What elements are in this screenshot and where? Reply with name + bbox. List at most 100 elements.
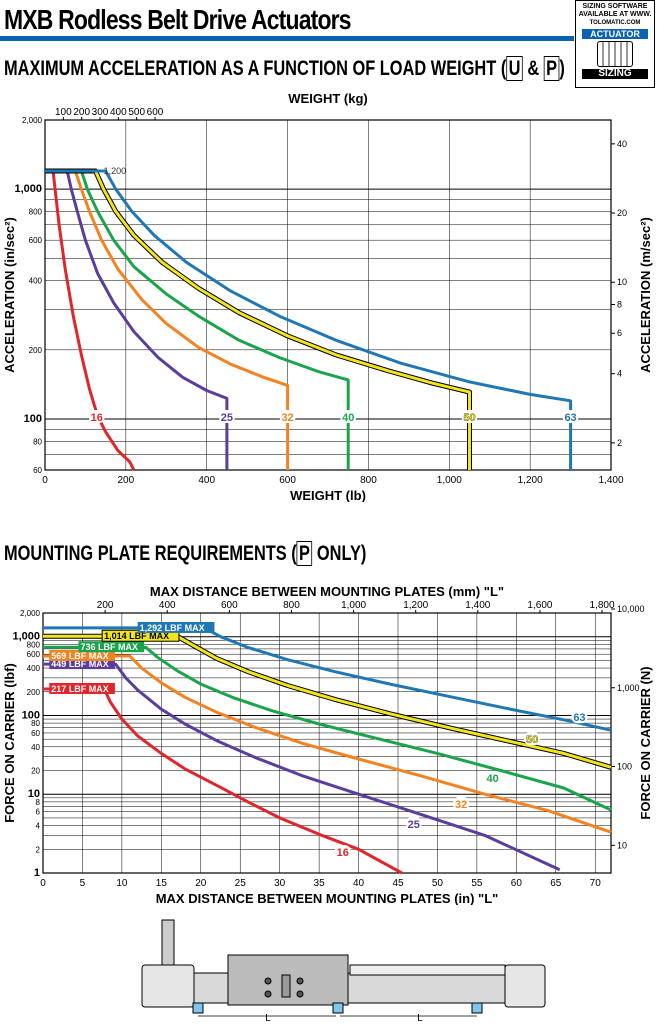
y-tick-label: 20 — [31, 767, 40, 776]
y-tick-label: 2,000 — [20, 609, 41, 618]
series-label-50: 50 — [524, 732, 541, 746]
series-name-label: 25 — [408, 819, 420, 831]
y-tick-label: 80 — [33, 437, 42, 446]
y-tick-label: 8 — [36, 798, 41, 807]
x2-tick-label: 600 — [221, 600, 238, 611]
x-axis-label: MAX DISTANCE BETWEEN MOUNTING PLATES (in… — [156, 891, 499, 905]
section1-title-text: MAXIMUM ACCELERATION AS A FUNCTION OF LO… — [4, 57, 507, 80]
title-bar — [0, 36, 574, 41]
p-model-icon: P — [543, 56, 560, 81]
sizing-line-1: SIZING SOFTWARE — [582, 3, 648, 10]
y-tick-label: 100 — [24, 413, 42, 425]
y-tick-label: 400 — [27, 664, 41, 673]
x2-tick-label: 1,200 — [403, 600, 428, 611]
series-line-40 — [43, 645, 612, 812]
y-tick-label: 60 — [31, 729, 40, 738]
y-tick-label: 800 — [29, 207, 43, 216]
series-line-63 — [43, 626, 612, 732]
y2-tick-label: 20 — [617, 208, 627, 218]
series-line-63 — [45, 169, 573, 470]
p-model-icon: P — [296, 541, 313, 566]
mounting-plate — [192, 1002, 204, 1014]
series-label-50: 50 — [461, 410, 478, 424]
y-tick-label: 2 — [36, 845, 41, 854]
series-label-bg — [405, 816, 422, 830]
series-name-label: 16 — [337, 847, 349, 859]
x2-tick-label: 400 — [159, 600, 176, 611]
sizing-software-badge[interactable]: SIZING SOFTWARE AVAILABLE AT WWW. TOLOMA… — [575, 0, 655, 88]
x-tick-label: 15 — [156, 878, 168, 889]
x2-tick-label: 1,800 — [590, 600, 615, 611]
series-label-25: 25 — [405, 816, 422, 831]
acceleration-section-title: MAXIMUM ACCELERATION AS A FUNCTION OF LO… — [4, 56, 565, 81]
series-label-40: 40 — [340, 410, 357, 424]
x-tick-label: 30 — [274, 878, 286, 889]
section1-amp: & — [522, 57, 544, 80]
y2-tick-label: 2 — [617, 438, 622, 448]
y2-axis-label: ACCELERATION (m/sec²) — [638, 217, 653, 373]
series-name-label: 32 — [281, 412, 293, 424]
y2-tick-label: 10 — [617, 277, 627, 287]
max-label-bg — [49, 649, 115, 661]
x-tick-label: 600 — [279, 475, 296, 486]
x2-tick-label: 800 — [283, 600, 300, 611]
y-tick-label: 80 — [31, 719, 40, 728]
series-label-32: 32 — [453, 797, 470, 811]
max-label-bg — [49, 682, 115, 694]
x2-tick-label: 100 — [55, 107, 72, 118]
max-force-label: 1,292 LBF MAX — [140, 623, 205, 633]
y-tick-label: 2,000 — [22, 116, 43, 125]
series-line-50 — [43, 634, 612, 769]
y2-tick-label: 10,000 — [617, 604, 645, 614]
series-label-25: 25 — [218, 410, 235, 424]
series-label-bg — [279, 410, 296, 424]
series-name-label: 16 — [91, 412, 103, 424]
x-tick-label: 0 — [42, 475, 48, 486]
max-label-bg — [78, 641, 145, 653]
series-line-32 — [45, 169, 290, 470]
x-tick-label: 200 — [118, 475, 135, 486]
y-tick-label: 40 — [31, 743, 40, 752]
y-tick-label: 800 — [27, 640, 41, 649]
x2-tick-label: 500 — [128, 107, 145, 118]
x2-tick-label: 200 — [73, 107, 90, 118]
series-line-25 — [45, 169, 229, 470]
actuator-body — [141, 919, 546, 1014]
max-force-label: 1,014 LBF MAX — [104, 631, 169, 641]
series-line-32 — [43, 654, 612, 834]
y-axis-label: FORCE ON CARRIER (lbf) — [2, 663, 17, 823]
left-end-cap — [141, 964, 195, 1008]
page-title: MXB Rodless Belt Drive Actuators — [4, 4, 352, 35]
series-name-label: 63 — [564, 412, 576, 424]
series-label-16: 16 — [88, 410, 105, 424]
y-tick-label: 200 — [27, 688, 41, 697]
dimension-label-l: L — [417, 1013, 423, 1024]
x-tick-label: 35 — [314, 878, 326, 889]
y2-axis-label: FORCE ON CARRIER (N) — [638, 666, 653, 819]
sizing-url: TOLOMATIC.COM — [589, 20, 641, 26]
series-label-63: 63 — [562, 410, 579, 424]
u-model-icon: U — [506, 56, 523, 81]
y-tick-label: 600 — [27, 650, 41, 659]
series-line-25 — [43, 662, 561, 872]
series-label-bg — [88, 410, 105, 424]
y2-tick-label: 100 — [617, 762, 632, 772]
series-name-label: 25 — [221, 412, 233, 424]
y2-tick-label: 6 — [617, 328, 622, 338]
sizing-line-2: AVAILABLE AT WWW. — [578, 11, 652, 18]
plot-frame — [44, 119, 612, 471]
accel-max-annotation: 1,200 — [104, 166, 127, 176]
series-label-bg — [562, 410, 579, 424]
mounting-plate — [471, 1002, 483, 1014]
x2-axis-label: WEIGHT (kg) — [288, 91, 367, 106]
series-label-bg — [461, 410, 478, 424]
x2-axis-label: MAX DISTANCE BETWEEN MOUNTING PLATES (mm… — [150, 584, 504, 599]
series-label-16: 16 — [334, 844, 351, 859]
series-label-32: 32 — [279, 410, 296, 424]
x-tick-label: 55 — [471, 878, 483, 889]
y-tick-label: 1 — [34, 867, 40, 879]
y-tick-label: 60 — [33, 466, 42, 475]
x2-tick-label: 1,400 — [465, 600, 490, 611]
mounting-section-title: MOUNTING PLATE REQUIREMENTS (P ONLY) — [4, 541, 366, 566]
